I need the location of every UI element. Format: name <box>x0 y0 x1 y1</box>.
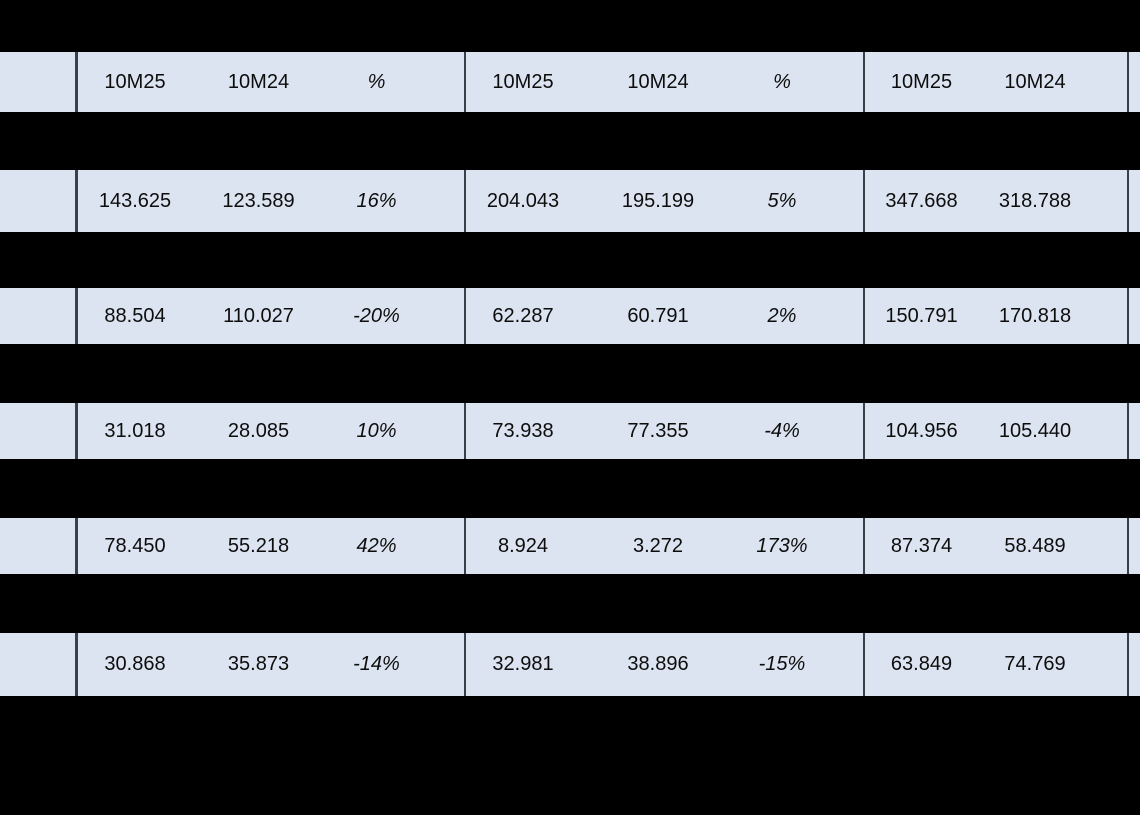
table-cell: 105.440 <box>998 419 1072 442</box>
table-cell: 73.938 <box>464 403 580 459</box>
table-cell: 8.924 <box>464 518 580 574</box>
table-cell: 35.873 <box>227 653 290 675</box>
redacted-section-band <box>0 344 1140 403</box>
data-row: 30.868 35.873 -14% 32.981 38.896 -15% 63… <box>0 633 1140 696</box>
clipped-cell <box>1127 518 1140 574</box>
redacted-footer-band <box>0 696 1140 815</box>
redacted-section-band <box>0 574 1140 633</box>
spacer-cell <box>1092 518 1127 574</box>
redacted-section-band <box>0 459 1140 518</box>
table-cell: 42% <box>356 534 397 557</box>
table-cell: -20% <box>353 304 400 327</box>
spacer-cell <box>428 518 464 574</box>
data-row: 88.504 110.027 -20% 62.287 60.791 2% 150… <box>0 288 1140 344</box>
spacer-cell <box>828 170 863 232</box>
table-cell: 318.788 <box>998 189 1072 212</box>
clipped-cell <box>1127 633 1140 696</box>
table-header-row: 10M25 10M24 % 10M25 10M24 % 10M25 10M24 <box>0 52 1140 112</box>
header-cell: % <box>773 70 791 93</box>
header-cell: 10M25 <box>464 52 580 112</box>
clipped-cell <box>1127 288 1140 344</box>
redacted-section-band <box>0 232 1140 288</box>
table-cell: 16% <box>356 189 397 212</box>
spacer-cell <box>828 288 863 344</box>
table-cell: 104.956 <box>863 403 978 459</box>
spacer-cell <box>428 288 464 344</box>
table-cell: 10% <box>356 419 397 442</box>
table-cell: 31.018 <box>75 403 192 459</box>
table-cell: 2% <box>767 304 797 327</box>
table-cell: 170.818 <box>998 304 1072 327</box>
redacted-title-band <box>0 0 1140 52</box>
spacer-cell <box>1092 403 1127 459</box>
table-cell: 88.504 <box>75 288 192 344</box>
table-cell: 74.769 <box>1004 653 1066 675</box>
table-cell: 63.849 <box>863 633 978 696</box>
header-cell: 10M24 <box>1004 70 1066 93</box>
header-cell: 10M25 <box>863 52 978 112</box>
redacted-row-label-cell <box>0 633 75 696</box>
redacted-row-label-cell <box>0 403 75 459</box>
redacted-row-label-cell <box>0 170 75 232</box>
table-cell: 3.272 <box>632 534 684 557</box>
table-cell: 60.791 <box>627 304 689 327</box>
table-cell: 62.287 <box>464 288 580 344</box>
clipped-cell <box>1127 170 1140 232</box>
table-cell: 195.199 <box>621 189 695 212</box>
table-cell: 78.450 <box>75 518 192 574</box>
table-cell: 87.374 <box>863 518 978 574</box>
redacted-row-label-cell <box>0 518 75 574</box>
table-cell: 28.085 <box>227 419 290 442</box>
table-cell: 55.218 <box>227 534 290 557</box>
spacer-cell <box>428 170 464 232</box>
table-cell: 38.896 <box>627 653 689 675</box>
table-cell: 347.668 <box>863 170 978 232</box>
clipped-cell <box>1127 403 1140 459</box>
header-cell: % <box>367 70 386 93</box>
table-cell: 30.868 <box>75 633 192 696</box>
spacer-cell <box>1092 52 1127 112</box>
data-row: 143.625 123.589 16% 204.043 195.199 5% 3… <box>0 170 1140 232</box>
header-cell: 10M24 <box>227 70 290 93</box>
table-cell: 5% <box>767 189 797 212</box>
spacer-cell <box>1092 288 1127 344</box>
spacer-cell <box>828 403 863 459</box>
table-cell: 58.489 <box>1004 534 1066 557</box>
spacer-cell <box>428 52 464 112</box>
spacer-cell <box>428 403 464 459</box>
spacer-cell <box>1092 170 1127 232</box>
table-cell: 143.625 <box>75 170 192 232</box>
header-cell: 10M24 <box>627 70 689 93</box>
spacer-cell <box>1092 633 1127 696</box>
spacer-cell <box>428 633 464 696</box>
table-cell: -14% <box>353 653 400 675</box>
header-cell: 10M25 <box>75 52 192 112</box>
spacer-cell <box>828 52 863 112</box>
table-cell: 173% <box>756 534 808 557</box>
table-cell: 77.355 <box>627 419 689 442</box>
table-cell: 150.791 <box>863 288 978 344</box>
spacer-cell <box>828 633 863 696</box>
redacted-row-label-cell <box>0 288 75 344</box>
data-row: 78.450 55.218 42% 8.924 3.272 173% 87.37… <box>0 518 1140 574</box>
table-cell: 123.589 <box>222 189 295 212</box>
data-row: 31.018 28.085 10% 73.938 77.355 -4% 104.… <box>0 403 1140 459</box>
table-cell: 32.981 <box>464 633 580 696</box>
table-cell: 204.043 <box>464 170 580 232</box>
row-label-header-cell <box>0 52 75 112</box>
table-cell: 110.027 <box>223 304 294 327</box>
table-cell: -4% <box>764 419 800 442</box>
table-cell: -15% <box>758 653 806 675</box>
clipped-header-cell <box>1127 52 1140 112</box>
redacted-section-band <box>0 112 1140 170</box>
spacer-cell <box>828 518 863 574</box>
